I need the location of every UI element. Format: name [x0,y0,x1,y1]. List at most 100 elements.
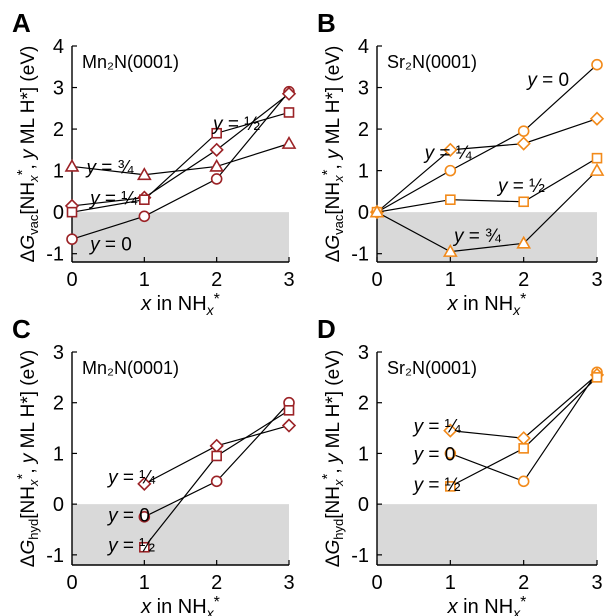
data-point-diamond [516,136,531,151]
y-tick-label: 0 [53,494,64,516]
series-diamond [137,418,297,491]
data-point-square [591,372,603,383]
series-diamond [369,111,605,220]
y-tick-label: 2 [358,393,369,415]
series-circle [138,396,295,523]
data-point-diamond [209,142,224,157]
panel-label: D [317,314,336,344]
series-line [376,170,598,253]
data-point-diamond [281,86,297,101]
data-point-circle [66,233,78,245]
series-label: y = ¾ [452,226,502,247]
y-tick-label: 0 [358,202,369,224]
series-triangle [64,136,297,181]
x-tick-label: 3 [283,572,294,594]
data-point-square [518,443,529,454]
data-point-triangle [516,235,532,249]
series-label: y = ¼ [423,143,473,164]
series-square [139,405,295,553]
y-tick-label: -1 [46,244,64,266]
x-tick-label: 1 [445,572,456,594]
series-square [445,372,603,492]
data-point-diamond [209,438,224,453]
data-point-triangle [281,136,297,149]
series-label: y = ½ [412,475,461,496]
data-point-square [518,196,529,208]
y-tick-label: -1 [46,545,64,567]
series-line [71,93,290,207]
series-label: y = ¼ [106,467,156,488]
data-point-circle [591,58,603,71]
y-tick-label: 4 [358,36,369,58]
negative-region [72,212,289,262]
data-point-circle [517,125,530,137]
x-axis-label: x in NHx* [447,291,527,318]
series-label: y = ¾ [84,157,134,178]
material-label: Mn₂N(0001) [82,358,179,378]
data-point-square [211,127,222,139]
data-point-triangle [442,244,458,257]
y-tick-label: -1 [351,545,369,567]
x-tick-label: 0 [66,269,77,291]
panel-label: C [12,314,31,344]
x-axis-label: x in NHx* [140,594,220,616]
data-point-circle [517,475,530,488]
series-line [376,157,598,213]
negative-region [72,504,289,565]
data-point-triangle [209,158,225,172]
y-tick-label: 4 [53,36,64,58]
series-square [371,152,603,218]
series-label: y = ½ [211,114,260,135]
series-diamond [443,367,605,446]
x-tick-label: 3 [591,269,602,291]
y-tick-label: 0 [358,494,369,516]
x-axis-label: x in NHx* [140,291,220,318]
y-axis-label: ΔGvac[NHx*, y ML H*] (eV) [14,46,41,263]
x-tick-label: 1 [445,269,456,291]
data-point-square [591,152,603,164]
series-label: y = 0 [412,444,456,465]
series-label: y = ½ [496,176,545,197]
data-point-square [283,107,295,118]
series-line [71,111,290,213]
data-point-square [445,481,456,492]
material-label: Sr₂N(0001) [387,52,477,72]
series-triangle [369,163,605,257]
series-line [450,371,598,483]
data-point-diamond [443,423,458,438]
material-label: Sr₂N(0001) [387,358,477,378]
y-axis-label: ΔGhyd[NHx*, y ML H*] (eV) [14,350,41,567]
y-tick-label: 3 [53,342,64,364]
series-square [66,107,295,218]
x-tick-label: 0 [371,572,382,594]
data-point-circle [210,475,223,488]
y-tick-label: 3 [53,78,64,100]
series-label: y = ¼ [412,417,462,438]
data-point-diamond [443,142,458,157]
y-tick-label: 3 [358,78,369,100]
data-point-square [211,450,222,462]
panel-label: A [12,8,31,38]
data-point-square [283,405,295,416]
series-line [71,143,290,176]
y-tick-label: 1 [358,443,369,465]
series-circle [444,366,603,488]
material-label: Mn₂N(0001) [82,52,179,72]
series-label: y = 0 [106,505,150,526]
data-point-triangle [369,204,385,218]
y-tick-label: 1 [53,161,64,183]
x-tick-label: 2 [211,572,222,594]
data-point-circle [444,447,457,460]
series-line [376,118,598,213]
data-point-triangle [589,163,605,176]
y-tick-label: -1 [351,244,369,266]
y-tick-label: 0 [53,202,64,224]
x-tick-label: 3 [283,269,294,291]
data-point-circle [444,164,457,177]
data-point-square [139,194,150,205]
